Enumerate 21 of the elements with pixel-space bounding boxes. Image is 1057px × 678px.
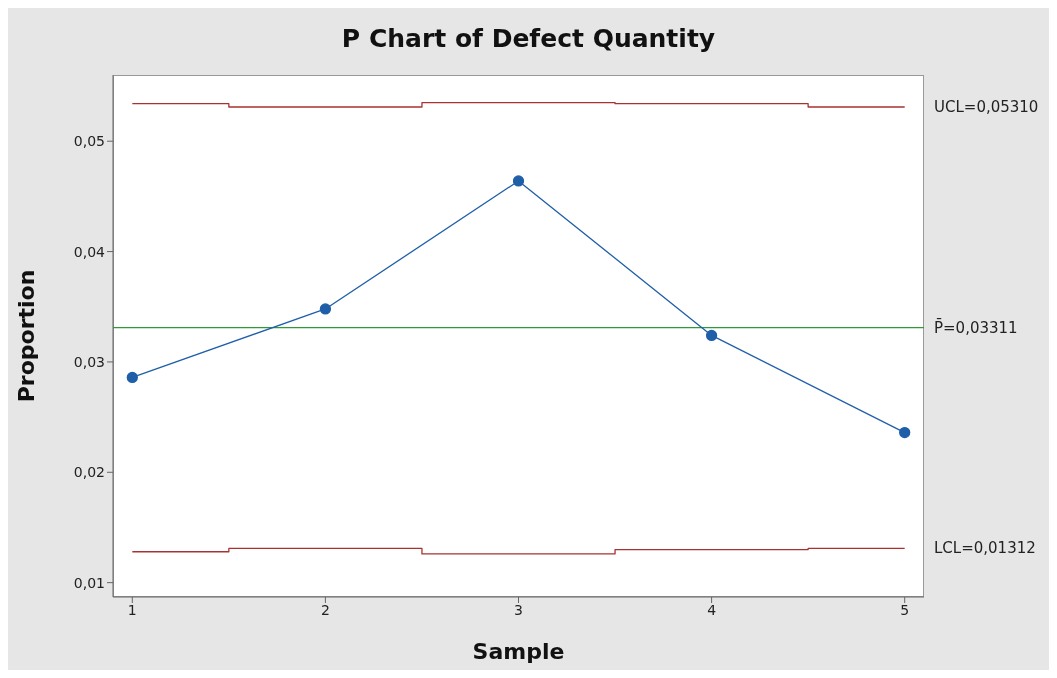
x-axis-title: Sample — [472, 639, 565, 664]
x-tick-label: 2 — [320, 601, 330, 618]
y-tick-label: 0,04 — [73, 243, 106, 260]
series-label: LCL=0,01312 — [934, 539, 1036, 558]
point — [899, 426, 911, 439]
chart-title: P Chart of Defect Quantity — [340, 24, 717, 53]
x-tick-label: 3 — [514, 601, 523, 618]
y-tick-label: 0,02 — [73, 464, 105, 481]
x-tick-label: 1 — [127, 601, 137, 618]
y-tick-label: 0,05 — [73, 133, 105, 150]
y-axis-title: Proportion — [13, 269, 39, 403]
ref-line-label: P̄=0,03311 — [934, 318, 1018, 337]
x-tick-label: 4 — [707, 601, 717, 618]
point — [126, 371, 138, 384]
series-label: UCL=0,05310 — [934, 98, 1039, 116]
x-tick-label: 5 — [900, 601, 910, 618]
y-tick-label: 0,01 — [73, 574, 105, 591]
y-tick-label: 0,03 — [73, 353, 105, 370]
point — [319, 303, 332, 315]
point — [512, 175, 525, 187]
point — [705, 329, 718, 342]
